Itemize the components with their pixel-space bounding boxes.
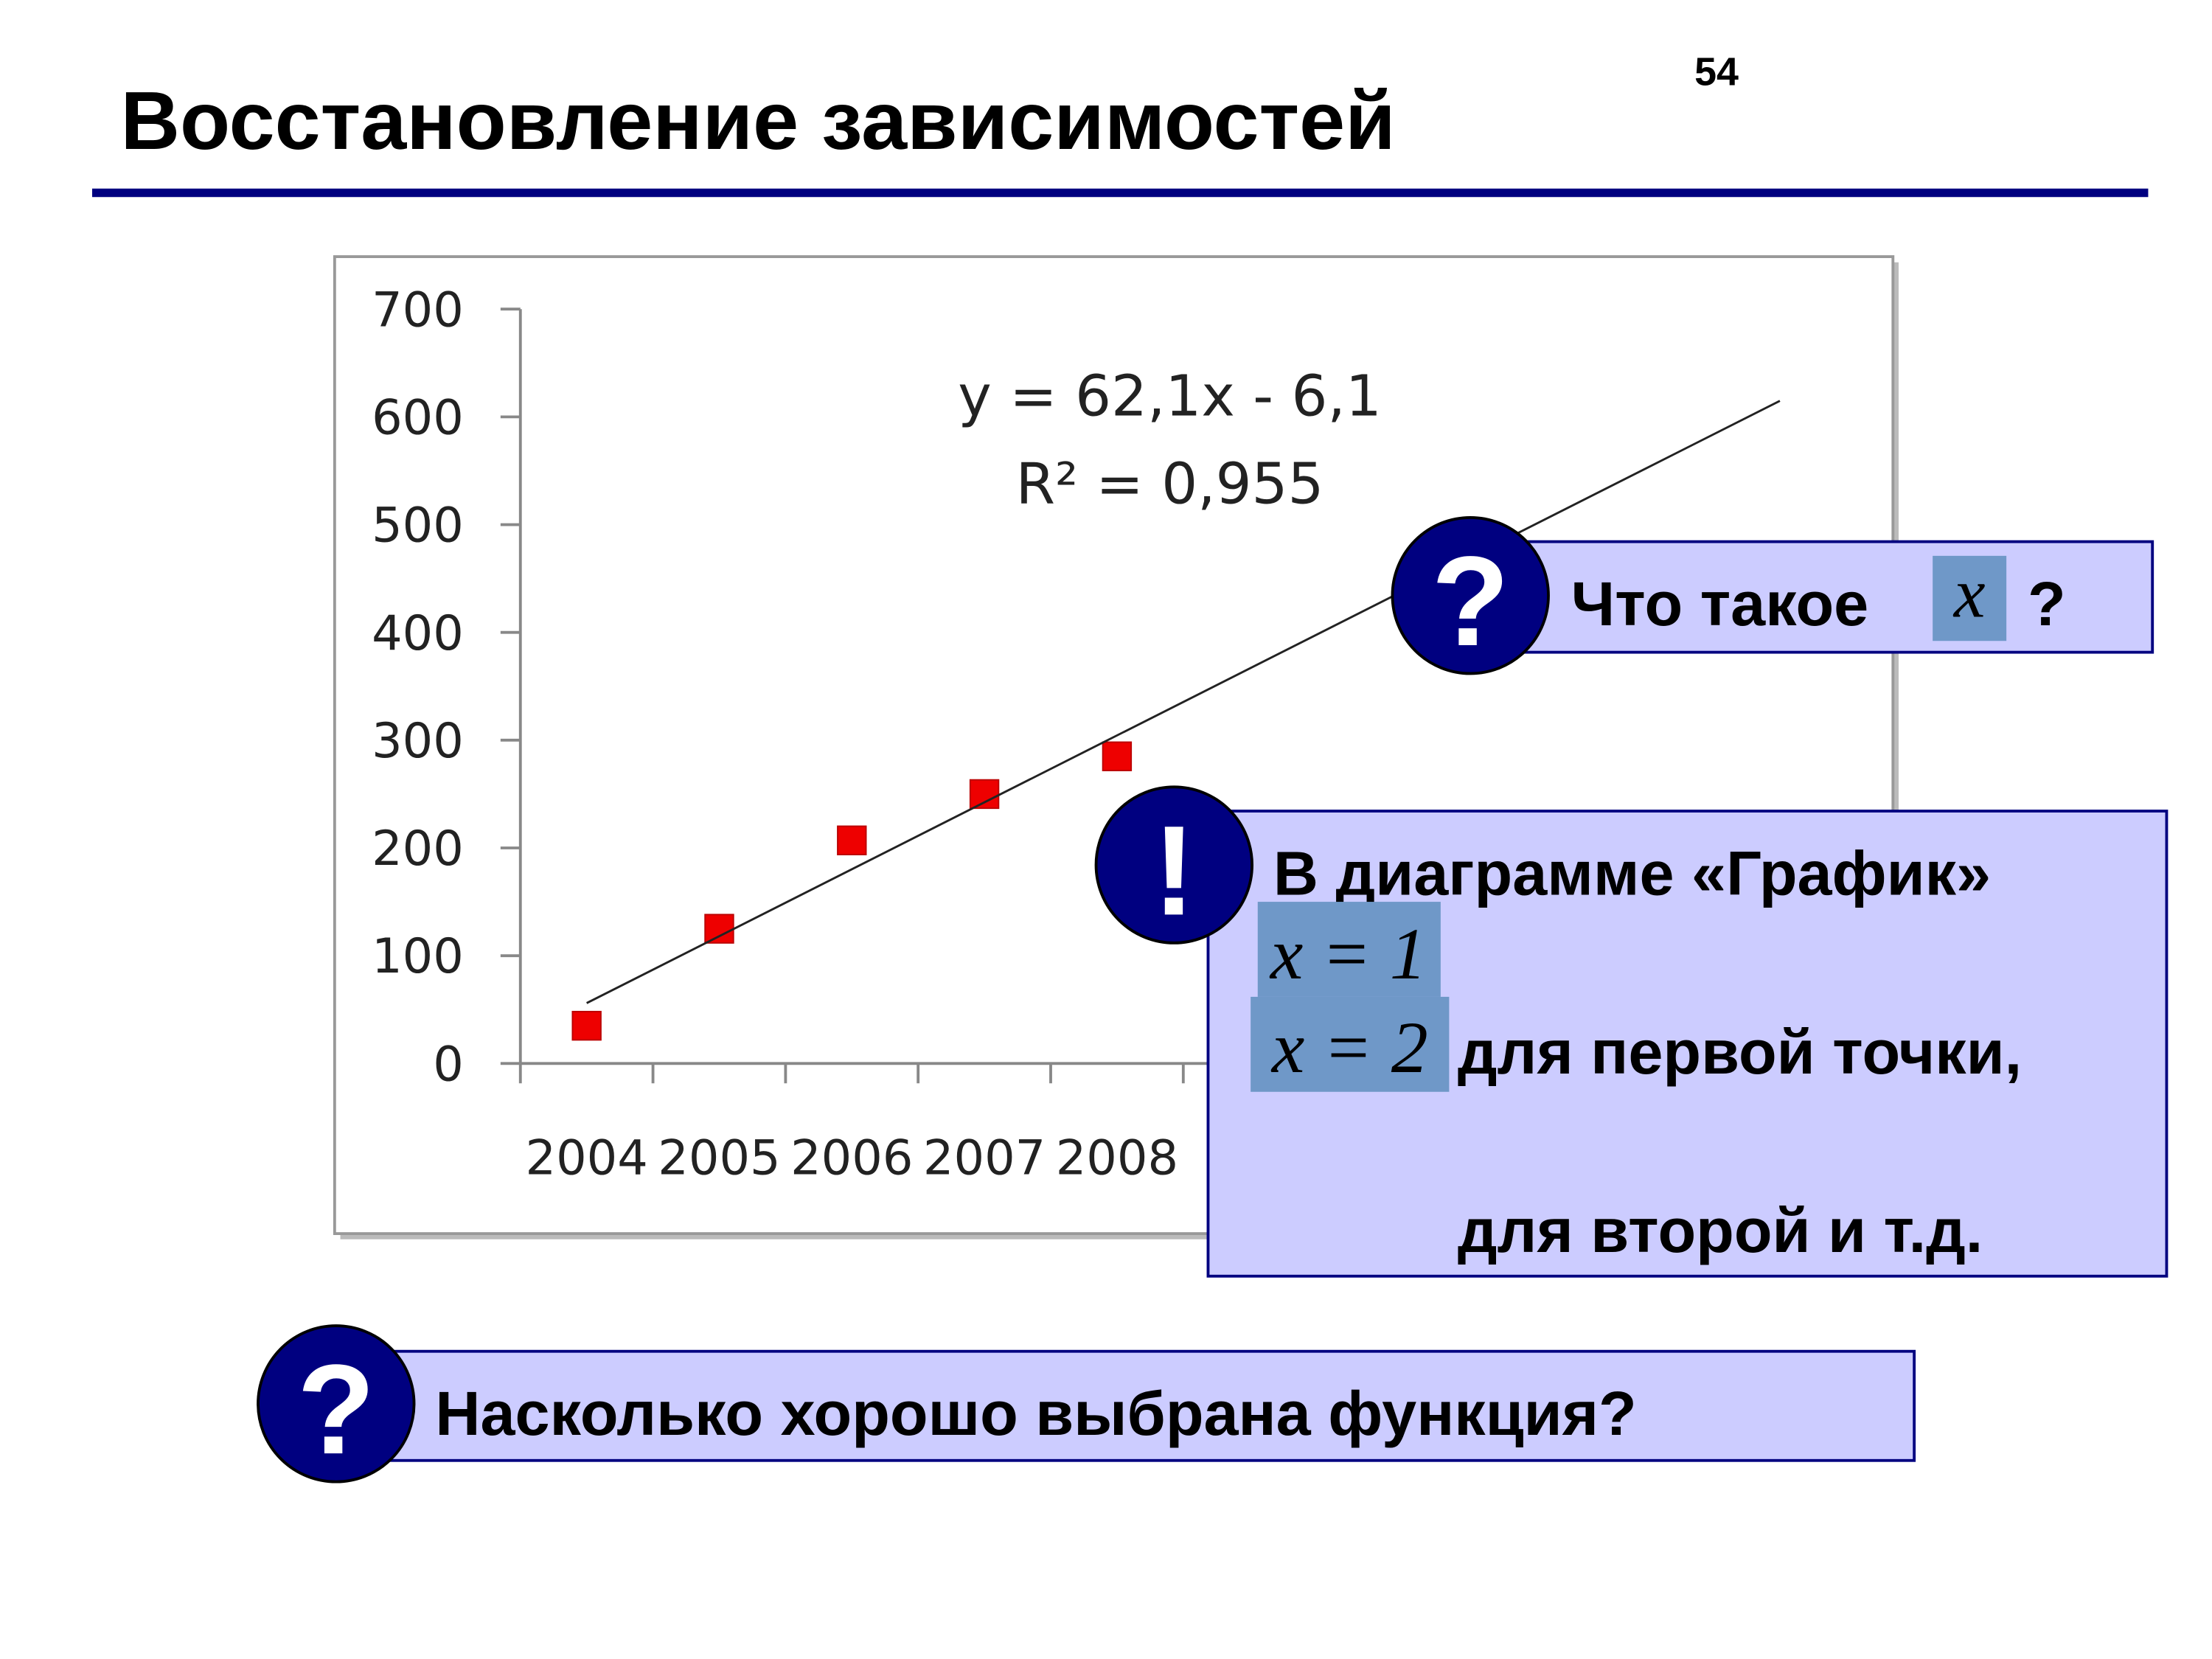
callout-icon xyxy=(1391,516,1550,675)
point xyxy=(837,825,867,855)
x-tick-label: 2006 xyxy=(790,1130,913,1186)
slide-title: Восстановление зависимостей xyxy=(120,74,1395,167)
y-tick-label: 100 xyxy=(372,928,464,984)
callout-icon xyxy=(1094,785,1253,945)
y-tick-label: 500 xyxy=(372,498,464,554)
math-box xyxy=(1251,996,1450,1092)
point xyxy=(571,1010,602,1041)
y-tick-label: 600 xyxy=(372,389,464,445)
math-text: x xyxy=(1952,554,1986,633)
point xyxy=(704,914,734,944)
trend-equation: y = 62,1x - 6,1 xyxy=(958,364,1382,429)
icon-text: ? xyxy=(1431,529,1509,672)
math-text: x = 1 xyxy=(1269,913,1427,995)
callout-text: Насколько хорошо выбрана функция? xyxy=(435,1378,1636,1448)
x-tick-label: 2008 xyxy=(1056,1130,1178,1186)
math-box xyxy=(1933,555,2007,641)
trendline xyxy=(586,400,1781,1004)
icon-text: ! xyxy=(1152,799,1195,942)
y-tick-label: 400 xyxy=(372,605,464,661)
x-tick-label: 2005 xyxy=(658,1130,780,1186)
y-tick-label: 200 xyxy=(372,821,464,877)
point xyxy=(1102,741,1133,771)
y-tick-label: 0 xyxy=(433,1036,464,1092)
y-tick-label: 300 xyxy=(372,713,464,769)
callout-icon xyxy=(257,1324,416,1484)
x-tick-label: 2004 xyxy=(525,1130,647,1186)
page-number: 54 xyxy=(1694,49,1739,94)
icon-text: ? xyxy=(297,1338,375,1481)
callout-box xyxy=(381,1349,1916,1462)
x-tick-label: 2007 xyxy=(923,1130,1046,1186)
callout-text: для первой точки, xyxy=(1458,1017,2022,1087)
callout-text: Что такое xyxy=(1571,568,1868,639)
point xyxy=(969,779,1000,810)
callout-box xyxy=(1509,540,2154,654)
callout-text: В диаграмме «График» xyxy=(1273,838,1991,908)
trend-r2: R² = 0,955 xyxy=(1016,452,1324,518)
math-box xyxy=(1257,902,1441,997)
math-text: x = 2 xyxy=(1270,1006,1428,1088)
callout-text: ? xyxy=(2028,568,2066,639)
callout-text: для второй и т.д. xyxy=(1458,1195,1983,1265)
y-tick-label: 700 xyxy=(372,282,464,338)
